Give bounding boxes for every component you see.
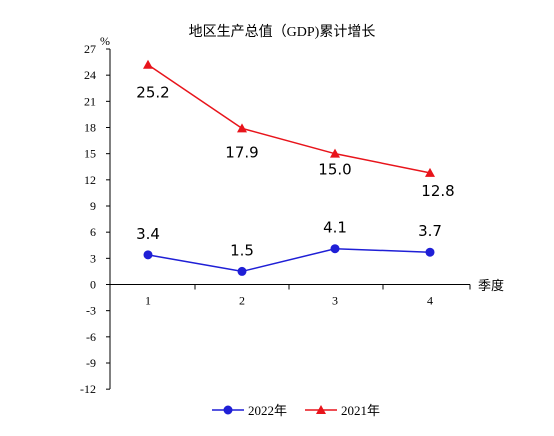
series-layer: 3.4 1.5 4.1 3.7 25.2 17.9 15.0 12.8 <box>136 59 455 276</box>
data-label: 17.9 <box>225 143 258 161</box>
data-point-circle <box>425 247 435 257</box>
legend: 2022年 2021年 <box>212 403 380 418</box>
data-point-circle <box>330 244 340 254</box>
series-2022年: 3.4 1.5 4.1 3.7 <box>136 219 442 276</box>
data-point-triangle <box>237 123 247 133</box>
data-point-circle <box>223 405 233 415</box>
data-point-triangle <box>425 167 435 177</box>
x-tick-label: 3 <box>332 294 338 308</box>
data-label: 3.7 <box>418 222 442 240</box>
y-tick-label: 9 <box>90 199 96 213</box>
y-tick-label: 3 <box>90 251 96 265</box>
series-line <box>147 247 431 273</box>
y-tick-label: 0 <box>90 278 96 292</box>
y-tick-label: -6 <box>86 330 96 344</box>
y-tick-label: -9 <box>86 356 96 370</box>
data-label: 12.8 <box>421 182 454 200</box>
data-point-circle <box>143 250 153 260</box>
y-tick-label: 24 <box>84 68 96 82</box>
series-line <box>147 64 431 174</box>
data-label: 3.4 <box>136 225 160 243</box>
x-tick-label: 2 <box>239 294 245 308</box>
data-label: 4.1 <box>323 219 347 237</box>
legend-label: 2021年 <box>341 403 380 418</box>
y-axis-unit-label: % <box>100 34 110 48</box>
x-tick-label: 1 <box>145 294 151 308</box>
x-tick-label: 4 <box>427 294 433 308</box>
y-tick-label: 18 <box>84 121 96 135</box>
y-tick-label: 27 <box>84 42 96 56</box>
data-point-triangle <box>316 405 326 414</box>
data-point-circle <box>237 266 247 276</box>
data-label: 15.0 <box>318 161 351 179</box>
chart-title: 地区生产总值（GDP)累计增长 <box>189 24 376 40</box>
legend-label: 2022年 <box>248 403 287 418</box>
x-axis-title: 季度 <box>478 278 504 293</box>
y-tick-label: -12 <box>80 382 96 396</box>
y-tick-label: 12 <box>84 173 96 187</box>
y-tick-label: 15 <box>84 147 96 161</box>
series-2021年: 25.2 17.9 15.0 12.8 <box>136 59 455 200</box>
y-tick-label: -3 <box>86 304 96 318</box>
y-tick-label: 21 <box>84 94 96 108</box>
data-point-triangle <box>143 59 153 69</box>
data-label: 1.5 <box>230 241 254 259</box>
y-tick-label: 6 <box>90 225 96 239</box>
data-point-triangle <box>330 148 340 158</box>
data-label: 25.2 <box>136 84 169 102</box>
